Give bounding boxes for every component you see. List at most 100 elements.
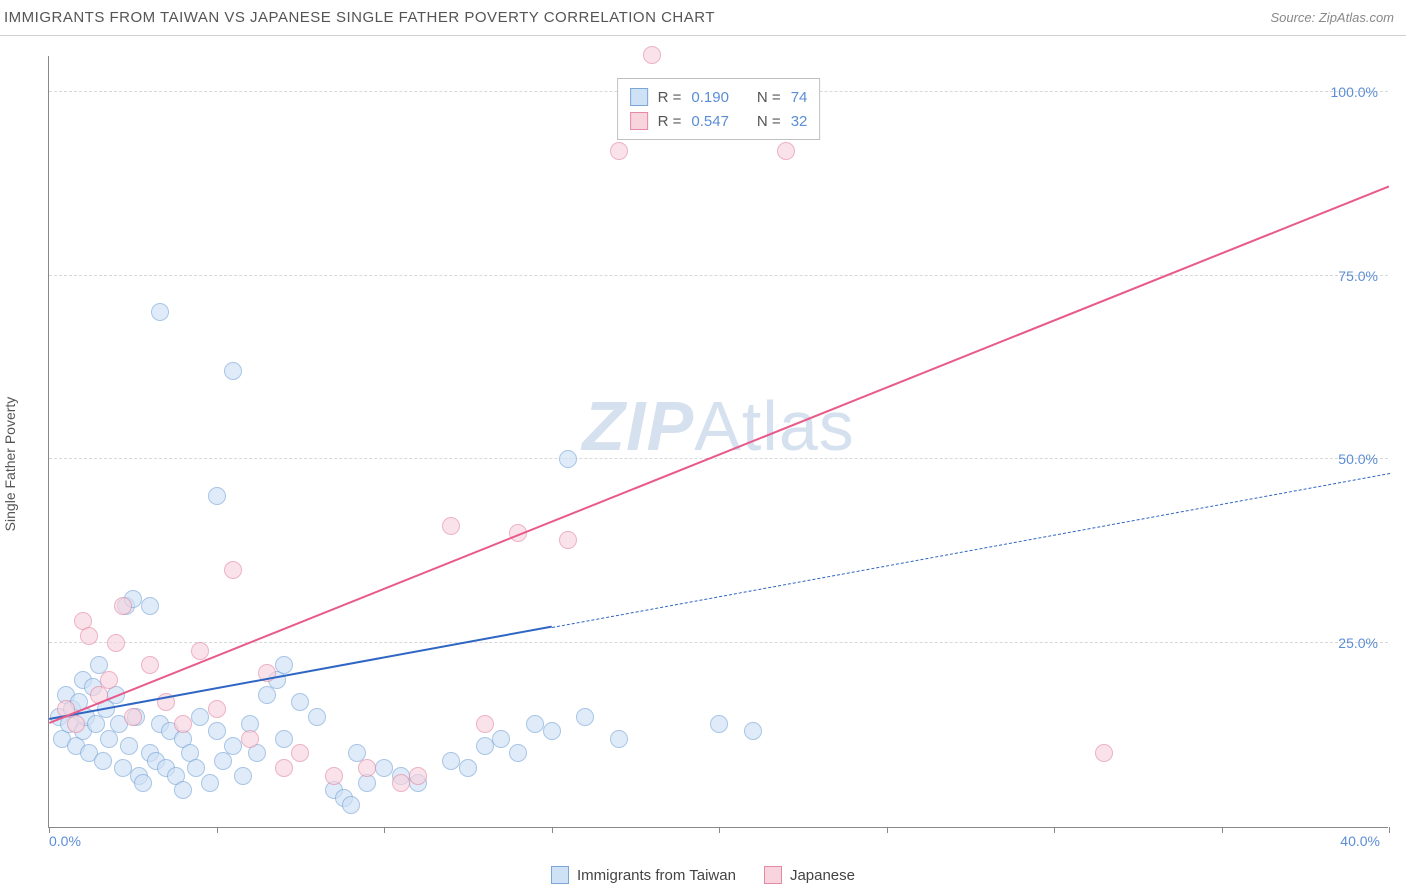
legend-swatch xyxy=(764,866,782,884)
data-point xyxy=(208,700,226,718)
data-point xyxy=(80,627,98,645)
x-tick xyxy=(1054,827,1055,833)
data-point xyxy=(442,752,460,770)
data-point xyxy=(241,730,259,748)
data-point xyxy=(459,759,477,777)
legend-r-value: 0.547 xyxy=(691,113,729,130)
gridline xyxy=(49,275,1388,276)
data-point xyxy=(141,597,159,615)
data-point xyxy=(275,759,293,777)
watermark-zip: ZIP xyxy=(582,387,694,465)
trend-line xyxy=(552,473,1390,628)
gridline xyxy=(49,458,1388,459)
data-point xyxy=(208,722,226,740)
data-point xyxy=(559,450,577,468)
x-tick xyxy=(217,827,218,833)
data-point xyxy=(124,708,142,726)
y-tick-label: 100.0% xyxy=(1331,84,1378,100)
data-point xyxy=(208,487,226,505)
x-tick-label: 0.0% xyxy=(49,833,81,849)
data-point xyxy=(543,722,561,740)
legend-r-label: R = xyxy=(658,89,682,106)
data-point xyxy=(134,774,152,792)
data-point xyxy=(442,517,460,535)
data-point xyxy=(526,715,544,733)
x-tick xyxy=(552,827,553,833)
data-point xyxy=(191,708,209,726)
x-tick xyxy=(1389,827,1390,833)
series-legend-label: Immigrants from Taiwan xyxy=(577,867,736,884)
data-point xyxy=(100,671,118,689)
data-point xyxy=(275,656,293,674)
x-tick xyxy=(1222,827,1223,833)
y-tick-label: 75.0% xyxy=(1338,268,1378,284)
data-point xyxy=(174,715,192,733)
data-point xyxy=(114,597,132,615)
data-point xyxy=(710,715,728,733)
correlation-legend: R = 0.190 N = 74 R = 0.547 N = 32 xyxy=(617,78,821,140)
data-point xyxy=(174,781,192,799)
data-point xyxy=(744,722,762,740)
legend-row: R = 0.190 N = 74 xyxy=(630,85,808,109)
x-tick xyxy=(719,827,720,833)
data-point xyxy=(576,708,594,726)
data-point xyxy=(224,561,242,579)
data-point xyxy=(94,752,112,770)
legend-n-value: 74 xyxy=(791,89,808,106)
plot-region: ZIPAtlas R =0.190N =74R =0.547N =32 25.0… xyxy=(48,56,1388,828)
legend-r-value: 0.190 xyxy=(691,89,729,106)
data-point xyxy=(325,767,343,785)
series-legend-item: Japanese xyxy=(764,866,855,884)
legend-r-label: R = xyxy=(658,113,682,130)
data-point xyxy=(120,737,138,755)
data-point xyxy=(476,737,494,755)
x-tick xyxy=(887,827,888,833)
legend-swatch xyxy=(551,866,569,884)
data-point xyxy=(643,46,661,64)
data-point xyxy=(224,737,242,755)
data-point xyxy=(308,708,326,726)
data-point xyxy=(375,759,393,777)
legend-n-value: 32 xyxy=(791,113,808,130)
data-point xyxy=(191,642,209,660)
data-point xyxy=(777,142,795,160)
data-point xyxy=(151,303,169,321)
data-point xyxy=(234,767,252,785)
data-point xyxy=(1095,744,1113,762)
data-point xyxy=(358,759,376,777)
data-point xyxy=(291,693,309,711)
series-legend-label: Japanese xyxy=(790,867,855,884)
legend-swatch xyxy=(630,112,648,130)
data-point xyxy=(392,774,410,792)
data-point xyxy=(409,767,427,785)
data-point xyxy=(509,744,527,762)
data-point xyxy=(291,744,309,762)
chart-area: Single Father Poverty ZIPAtlas R =0.190N… xyxy=(0,36,1406,892)
data-point xyxy=(224,362,242,380)
legend-n-label: N = xyxy=(757,89,781,106)
source-attribution: Source: ZipAtlas.com xyxy=(1270,10,1394,25)
legend-n-label: N = xyxy=(757,113,781,130)
data-point xyxy=(342,796,360,814)
data-point xyxy=(559,531,577,549)
y-axis-title: Single Father Poverty xyxy=(2,397,18,532)
series-legend: Immigrants from Taiwan Japanese xyxy=(551,866,855,884)
x-tick xyxy=(384,827,385,833)
data-point xyxy=(476,715,494,733)
data-point xyxy=(67,715,85,733)
y-tick-label: 25.0% xyxy=(1338,635,1378,651)
data-point xyxy=(107,634,125,652)
title-bar: IMMIGRANTS FROM TAIWAN VS JAPANESE SINGL… xyxy=(0,0,1406,36)
chart-title: IMMIGRANTS FROM TAIWAN VS JAPANESE SINGL… xyxy=(4,9,715,26)
data-point xyxy=(275,730,293,748)
x-tick-label: 40.0% xyxy=(1340,833,1380,849)
data-point xyxy=(141,656,159,674)
y-tick-label: 50.0% xyxy=(1338,451,1378,467)
data-point xyxy=(187,759,205,777)
series-legend-item: Immigrants from Taiwan xyxy=(551,866,736,884)
data-point xyxy=(114,759,132,777)
data-point xyxy=(492,730,510,748)
legend-swatch xyxy=(630,88,648,106)
data-point xyxy=(610,730,628,748)
data-point xyxy=(610,142,628,160)
